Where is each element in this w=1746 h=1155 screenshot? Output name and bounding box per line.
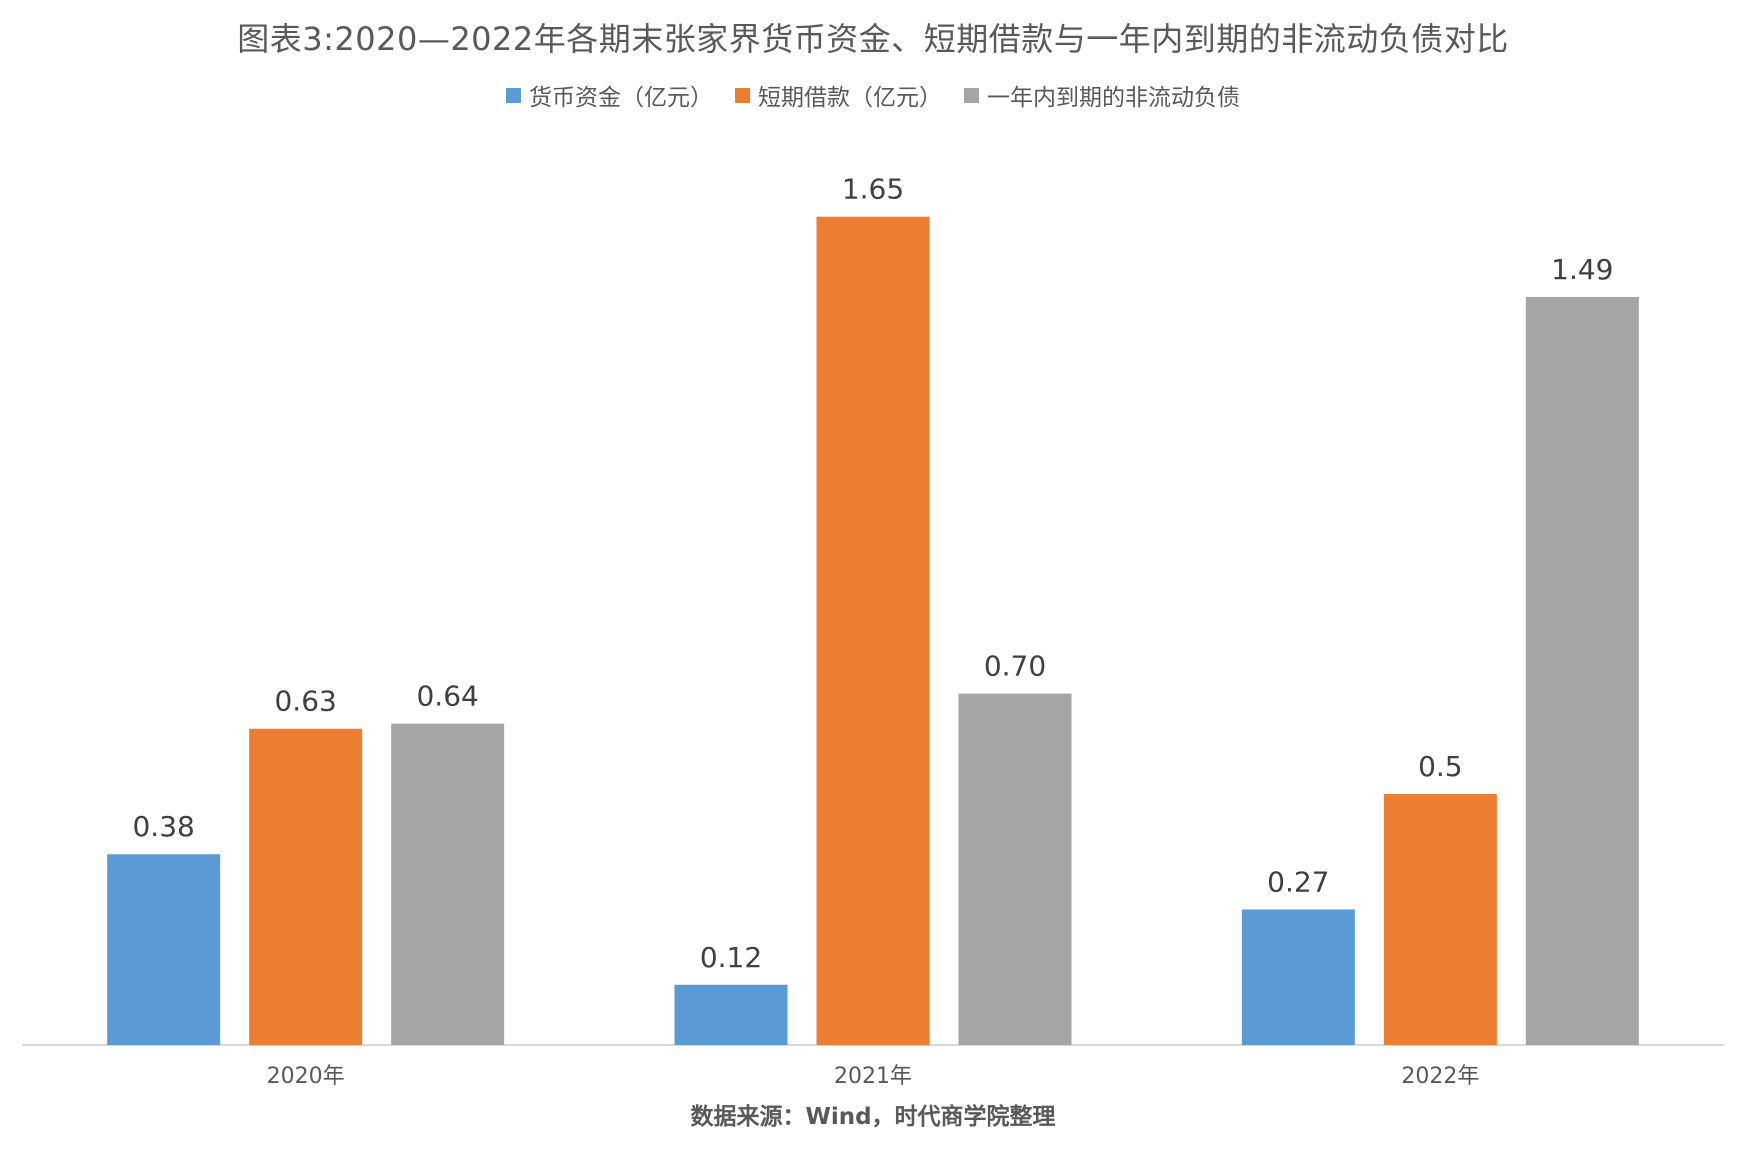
data-label-0-2: 0.64 [416,680,478,713]
bar-1-2 [958,693,1072,1045]
x-tick-label-0: 2020年 [267,1064,345,1089]
legend-item-0[interactable]: 货币资金（亿元） [506,78,713,112]
legend-swatch-0 [506,87,521,103]
legend-item-2[interactable]: 一年内到期的非流动负债 [964,78,1240,112]
x-tick-label-2: 2022年 [1401,1064,1479,1089]
chart-legend: 货币资金（亿元） 短期借款（亿元） 一年内到期的非流动负债 [0,78,1746,112]
legend-item-1[interactable]: 短期借款（亿元） [735,78,942,112]
chart-title: 图表3:2020—2022年各期末张家界货币资金、短期借款与一年内到期的非流动负… [237,20,1509,58]
bar-0-0 [107,854,221,1045]
legend-swatch-2 [964,87,979,103]
bar-1-0 [674,984,788,1045]
x-tick-label-1: 2021年 [834,1064,912,1089]
bar-2-1 [1383,794,1497,1045]
data-label-0-1: 0.63 [274,685,336,718]
bar-0-1 [249,728,363,1045]
source-note: 数据来源：Wind，时代商学院整理 [690,1104,1056,1130]
bar-2-0 [1241,909,1355,1045]
legend-swatch-1 [735,87,750,103]
bar-1-1 [816,216,930,1045]
data-label-2-0: 0.27 [1267,865,1329,898]
data-label-1-2: 0.70 [984,650,1046,683]
bar-0-2 [391,723,505,1045]
data-label-1-1: 1.65 [842,173,904,206]
data-label-1-0: 0.12 [700,941,762,974]
bar-2-2 [1525,297,1639,1045]
legend-label-2: 一年内到期的非流动负债 [987,85,1240,111]
data-label-2-1: 0.5 [1418,750,1463,783]
legend-label-0: 货币资金（亿元） [529,85,713,111]
data-label-0-0: 0.38 [132,810,194,843]
data-label-2-2: 1.49 [1551,253,1613,286]
legend-label-1: 短期借款（亿元） [758,85,942,111]
